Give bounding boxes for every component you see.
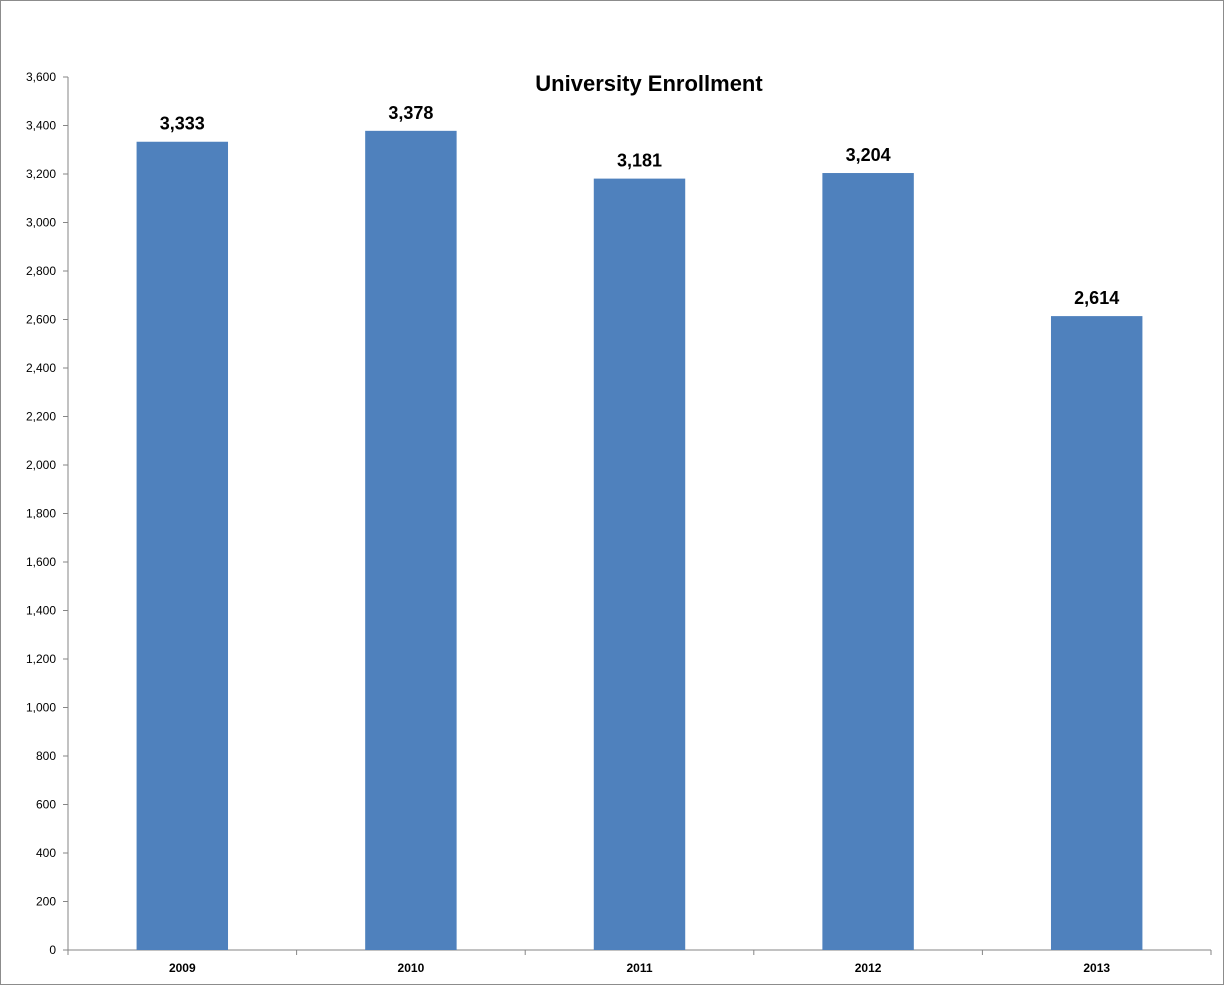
x-tick-label-2012: 2012: [855, 961, 882, 975]
y-tick-label: 400: [36, 846, 56, 860]
y-tick-label: 2,400: [26, 361, 56, 375]
x-axis: 2009 2010 2011 2012 2013: [67, 949, 1212, 975]
x-tick-label-2010: 2010: [398, 961, 425, 975]
y-tick-label: 1,400: [26, 604, 56, 618]
y-axis: 0 200 400 600 800 1,000 1,200 1,400 1,600 1,800 2,…: [26, 70, 69, 957]
y-tick-label: 3,000: [26, 216, 56, 230]
y-tick-label: 600: [36, 798, 56, 812]
y-tick-label: 2,800: [26, 264, 56, 278]
y-tick-label: 1,000: [26, 701, 56, 715]
data-label-2011: 3,181: [617, 151, 662, 171]
data-labels: 3,333 3,378 3,181 3,204 2,614: [160, 103, 1119, 308]
y-tick-label: 1,200: [26, 652, 56, 666]
bar-2009: [136, 141, 229, 950]
y-tick-label: 1,600: [26, 555, 56, 569]
bar-2013: [1050, 316, 1143, 951]
x-tick-label-2013: 2013: [1083, 961, 1110, 975]
y-tick-label: 2,200: [26, 410, 56, 424]
y-tick-label: 3,400: [26, 119, 56, 133]
y-tick-label: 0: [49, 943, 56, 957]
x-tick-label-2011: 2011: [626, 961, 652, 975]
data-label-2012: 3,204: [846, 145, 891, 165]
y-tick-label: 2,600: [26, 313, 56, 327]
x-tick-label-2009: 2009: [169, 961, 196, 975]
bar-2012: [822, 173, 914, 950]
data-label-2013: 2,614: [1074, 288, 1119, 308]
y-tick-label: 1,800: [26, 507, 56, 521]
chart-title: University Enrollment: [535, 71, 763, 96]
y-tick-label: 200: [36, 895, 56, 909]
y-tick-label: 3,200: [26, 167, 56, 181]
y-tick-label: 3,600: [26, 70, 56, 84]
bars: [136, 130, 1143, 951]
data-label-2009: 3,333: [160, 114, 205, 134]
y-tick-label: 800: [36, 749, 56, 763]
y-tick-label: 2,000: [26, 458, 56, 472]
data-label-2010: 3,378: [388, 103, 433, 123]
bar-2010: [365, 130, 457, 950]
bar-2011: [593, 178, 686, 951]
